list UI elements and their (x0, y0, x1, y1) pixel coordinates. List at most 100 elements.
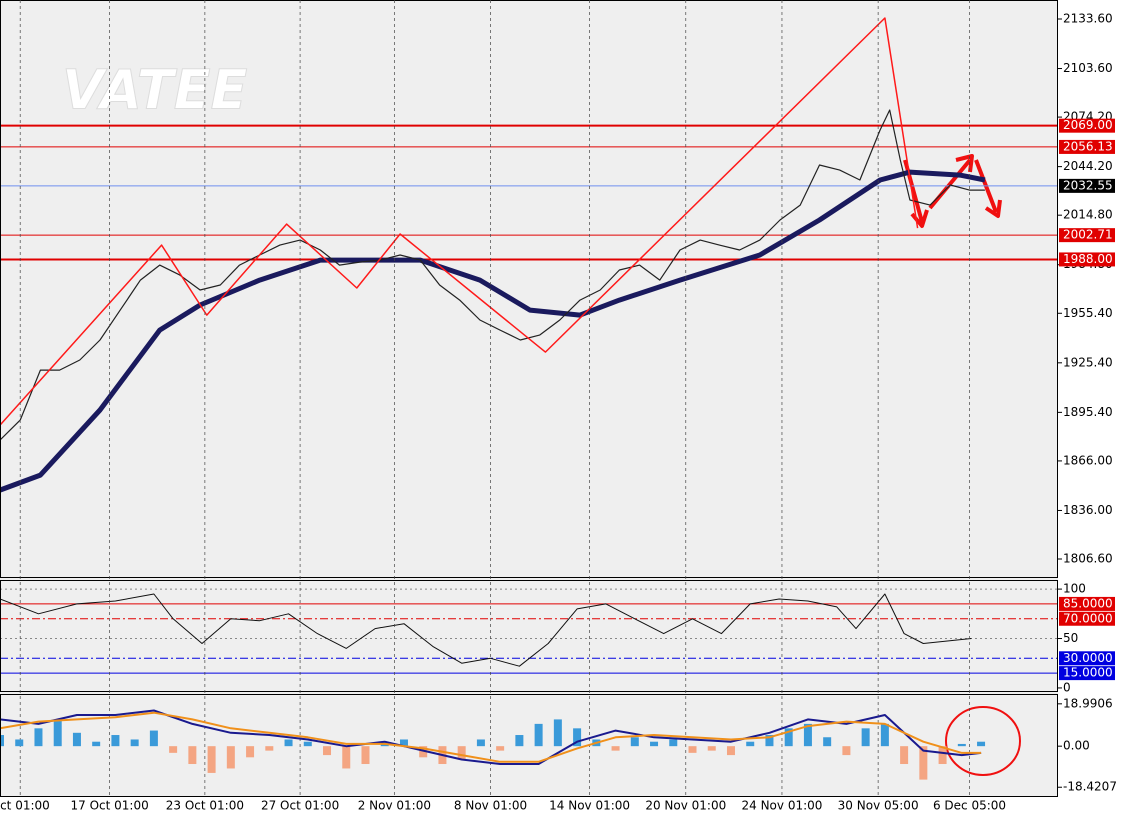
histogram-bar (707, 746, 716, 751)
histogram-bar (169, 746, 178, 753)
level-label: 2002.71 (1063, 228, 1113, 242)
series-line (0, 17, 919, 426)
level-label-box (1059, 666, 1115, 681)
x-tick-label: 6 Dec 05:00 (933, 799, 1006, 813)
histogram-bar (457, 746, 466, 760)
histogram-bar (919, 746, 928, 780)
histogram-bar (399, 739, 408, 747)
histogram-bar (534, 723, 543, 747)
histogram-bar (130, 739, 139, 747)
level-label-box (1059, 228, 1115, 243)
x-tick-label: 23 Oct 01:00 (166, 799, 244, 813)
histogram-bar (630, 737, 639, 747)
histogram-bar (823, 737, 832, 747)
level-labels: 2069.00 2056.13 2032.55 2002.71 1988.00 85.00… (1059, 118, 1115, 681)
y-tick-label: 2044.20 (1063, 159, 1113, 173)
histogram-bar (573, 728, 582, 747)
level-label: 2069.00 (1063, 118, 1113, 132)
histogram-bar (476, 739, 485, 747)
panel-border (0, 0, 1058, 578)
histogram-bar (880, 723, 889, 747)
level-label: 1988.00 (1063, 252, 1113, 266)
histogram-bar (496, 746, 505, 751)
level-label-box (1059, 596, 1115, 611)
x-tick-label: 14 Nov 01:00 (549, 799, 630, 813)
x-tick-label: 24 Nov 01:00 (742, 799, 823, 813)
histogram-bar (53, 719, 62, 747)
y-tick-label: 1895.40 (1063, 405, 1113, 419)
histogram-bar (265, 746, 274, 751)
histogram-bar (842, 746, 851, 756)
x-tick-label: 8 Nov 01:00 (454, 799, 527, 813)
y-tick-label: 0.00 (1063, 739, 1090, 753)
histogram-bar (765, 735, 774, 747)
histogram-bar (0, 735, 4, 747)
level-label-box (1059, 651, 1115, 666)
level-label: 85.0000 (1063, 596, 1113, 610)
histogram-bar (746, 741, 755, 747)
series-line (0, 169, 986, 493)
level-label-box (1059, 118, 1115, 133)
histogram-bar (515, 735, 524, 747)
histogram-bar (284, 739, 293, 747)
histogram-bar (226, 746, 235, 769)
x-tick-label: Oct 01:00 (0, 799, 50, 813)
x-tick-label: 20 Nov 01:00 (645, 799, 726, 813)
y-tick-label: 1925.40 (1063, 355, 1113, 369)
series-line (0, 109, 985, 441)
histogram-bar (111, 735, 120, 747)
plot-background (0, 0, 1058, 797)
y-tick-label: 1866.00 (1063, 453, 1113, 467)
x-tick-label: 17 Oct 01:00 (71, 799, 149, 813)
level-label: 30.0000 (1063, 651, 1113, 665)
y-tick-label: 100 (1063, 582, 1086, 596)
panel-border (0, 580, 1058, 692)
histogram-bar (726, 746, 735, 756)
histogram-bar (938, 746, 947, 765)
level-label-box (1059, 611, 1115, 626)
histogram-bar (361, 746, 370, 765)
arrow (928, 154, 974, 210)
histogram-bar (650, 741, 659, 747)
histogram-bar (688, 746, 697, 753)
x-tick-label: 2 Nov 01:00 (358, 799, 431, 813)
histogram-bar (784, 728, 793, 747)
y-tick-label: 1836.00 (1063, 503, 1113, 517)
histogram-bar (611, 746, 620, 751)
histogram-bar (15, 739, 24, 747)
y-tick-label: 18.9906 (1063, 696, 1113, 710)
histogram-bar (72, 732, 81, 747)
histogram-bar (92, 741, 101, 747)
histogram-bar (342, 746, 351, 769)
histogram-bar (149, 730, 158, 747)
level-label-box (1059, 178, 1115, 193)
series-line (0, 593, 972, 667)
histogram-bar (669, 739, 678, 747)
histogram-bar (246, 746, 255, 758)
y-tick-label: 1806.60 (1063, 552, 1113, 566)
y-tick-label: 1955.40 (1063, 306, 1113, 320)
histogram-bar (419, 746, 428, 758)
histogram-bar (900, 746, 909, 765)
y-tick-label: 0 (1063, 680, 1071, 694)
y-tick-label: 2133.60 (1063, 11, 1113, 25)
histogram-bar (188, 746, 197, 765)
histogram-bar (957, 743, 966, 747)
panel-border (0, 694, 1058, 797)
x-tick-label: 27 Oct 01:00 (261, 799, 339, 813)
y-tick-label: -18.4207 (1063, 780, 1117, 794)
highlight-circle (945, 706, 1021, 776)
histogram-bar (34, 728, 43, 747)
histogram-bar (803, 723, 812, 747)
histogram-bar (977, 741, 986, 747)
level-label-box (1059, 139, 1115, 154)
level-label: 2056.13 (1063, 139, 1113, 153)
watermark: VATEE (62, 59, 247, 122)
histogram-bar (553, 719, 562, 747)
histogram-bar (861, 728, 870, 747)
histogram-bar (303, 741, 312, 747)
level-label-box (1059, 252, 1115, 267)
y-tick-label: 50 (1063, 631, 1078, 645)
